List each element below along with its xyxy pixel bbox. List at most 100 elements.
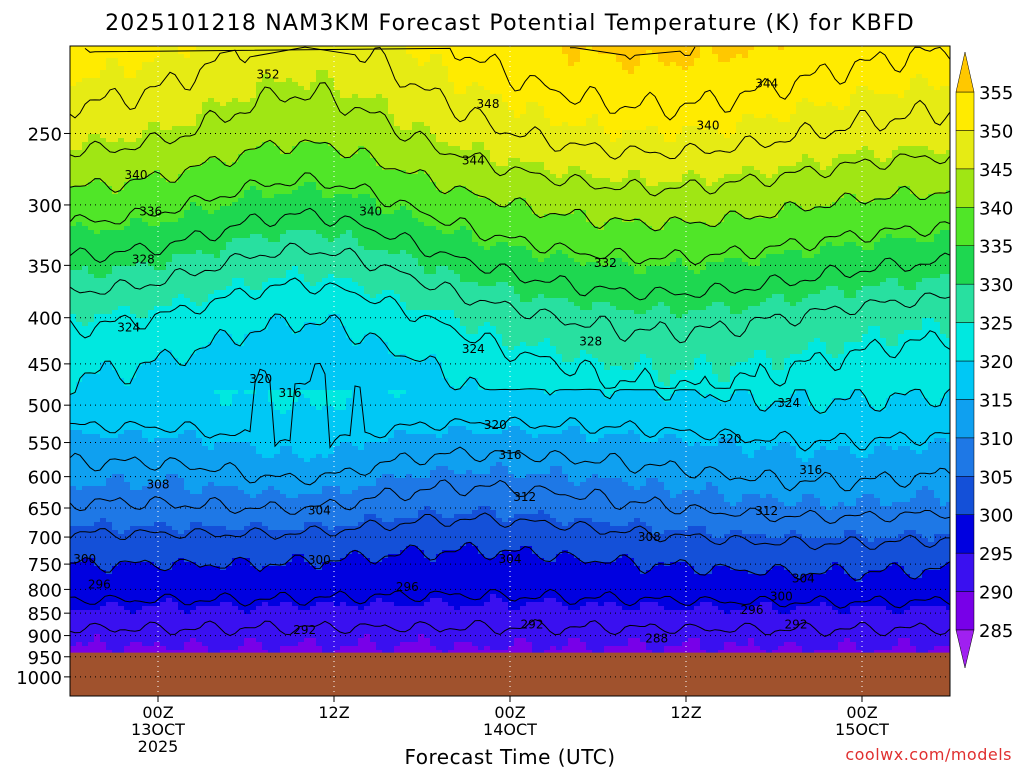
contour-label: 288 bbox=[645, 632, 668, 646]
y-axis: 2503003504004505005506006507007508008509… bbox=[16, 124, 70, 689]
colorbar-segment bbox=[955, 514, 975, 554]
contour-label: 336 bbox=[139, 204, 162, 218]
colorbar-label: 330 bbox=[979, 275, 1013, 296]
contour-line-304 bbox=[70, 512, 950, 551]
contour-line-352 bbox=[84, 46, 950, 121]
contour-label: 300 bbox=[308, 553, 331, 567]
y-tick-label: 550 bbox=[28, 434, 62, 455]
y-tick-label: 250 bbox=[28, 124, 62, 145]
colorbar-label: 305 bbox=[979, 467, 1013, 488]
contour-label: 308 bbox=[638, 530, 661, 544]
contour-label: 340 bbox=[359, 204, 382, 218]
x-tick-label: 13OCT bbox=[131, 720, 185, 739]
colorbar-segment bbox=[955, 91, 975, 131]
colorbar-segment bbox=[955, 245, 975, 285]
contour-label: 304 bbox=[499, 552, 522, 566]
contour-line-300 bbox=[70, 541, 950, 581]
contour-line-292 bbox=[70, 619, 950, 637]
y-tick-label: 850 bbox=[28, 604, 62, 625]
colorbar-segment bbox=[955, 168, 975, 208]
y-tick-label: 900 bbox=[28, 627, 62, 648]
contour-label: 320 bbox=[249, 372, 272, 386]
contour-label: 304 bbox=[792, 571, 815, 585]
y-tick-label: 350 bbox=[28, 256, 62, 277]
contour-line-332 bbox=[70, 207, 950, 301]
contour-line-340 bbox=[70, 139, 950, 232]
contour-label: 296 bbox=[741, 603, 764, 617]
colorbar-label: 315 bbox=[979, 390, 1013, 411]
theta-field bbox=[70, 46, 950, 696]
y-tick-label: 600 bbox=[28, 468, 62, 489]
contour-label: 312 bbox=[513, 490, 536, 504]
contour-label: 340 bbox=[697, 119, 720, 133]
x-tick-label: 15OCT bbox=[835, 720, 889, 739]
contour-label: 292 bbox=[785, 618, 808, 632]
contour-label: 344 bbox=[755, 76, 778, 90]
x-tick-label: 00Z bbox=[494, 703, 525, 722]
contour-label: 324 bbox=[777, 396, 800, 410]
colorbar-label: 350 bbox=[979, 121, 1013, 142]
colorbar-segment bbox=[955, 322, 975, 362]
colorbar: 285 290 295 300 305 310 315 320 325 330 335 340 345 3… bbox=[955, 51, 1013, 669]
x-tick-label: 00Z bbox=[142, 703, 173, 722]
colorbar-label: 335 bbox=[979, 237, 1013, 258]
chart-title: 2025101218 NAM3KM Forecast Potential Tem… bbox=[105, 11, 915, 36]
y-tick-label: 700 bbox=[28, 528, 62, 549]
x-tick-label: 14OCT bbox=[483, 720, 537, 739]
contour-label: 312 bbox=[755, 504, 778, 518]
y-tick-label: 450 bbox=[28, 355, 62, 376]
y-tick-label: 800 bbox=[28, 580, 62, 601]
contour-line-312 bbox=[70, 446, 950, 492]
contour-label: 328 bbox=[579, 334, 602, 348]
colorbar-segment bbox=[955, 476, 975, 515]
colorbar-segment bbox=[955, 130, 975, 170]
y-tick-label: 650 bbox=[28, 499, 62, 520]
contour-label: 308 bbox=[147, 477, 170, 491]
contour-label: 320 bbox=[719, 432, 742, 446]
colorbar-segment bbox=[955, 360, 975, 400]
contour-label: 324 bbox=[462, 342, 485, 356]
colorbar-label: 345 bbox=[979, 160, 1013, 181]
contour-label: 352 bbox=[257, 67, 280, 81]
x-tick-label: 12Z bbox=[670, 703, 701, 722]
contour-label: 348 bbox=[477, 97, 500, 111]
theta-contours bbox=[70, 46, 950, 637]
contour-line-336 bbox=[70, 172, 950, 266]
y-tick-label: 500 bbox=[28, 396, 62, 417]
contour-label: 316 bbox=[499, 448, 522, 462]
contour-label: 300 bbox=[73, 552, 96, 566]
contour-label: 344 bbox=[462, 154, 485, 168]
contour-label: 296 bbox=[88, 577, 111, 591]
contour-label: 316 bbox=[799, 463, 822, 477]
contour-label: 340 bbox=[125, 168, 148, 182]
ground-area bbox=[70, 652, 950, 696]
x-tick-label: 12Z bbox=[318, 703, 349, 722]
contour-label: 328 bbox=[132, 253, 155, 267]
x-axis-label: Forecast Time (UTC) bbox=[404, 745, 615, 768]
y-tick-label: 1000 bbox=[16, 668, 62, 689]
y-tick-label: 750 bbox=[28, 555, 62, 576]
contour-label: 300 bbox=[770, 590, 793, 604]
colorbar-label: 325 bbox=[979, 314, 1013, 335]
contour-label: 320 bbox=[484, 418, 507, 432]
contour-labels: 352 348 344 340 344 340 336 340 328 332 324 328 324 3… bbox=[73, 67, 822, 645]
contour-label: 332 bbox=[594, 256, 617, 270]
contour-line-296 bbox=[70, 588, 950, 609]
colorbar-segment bbox=[955, 552, 975, 592]
colorbar-min-arrow bbox=[955, 629, 975, 669]
colorbar-segment bbox=[955, 207, 975, 246]
colorbar-segment bbox=[955, 437, 975, 477]
y-tick-label: 300 bbox=[28, 196, 62, 217]
contour-label: 316 bbox=[279, 386, 302, 400]
contour-line-324 bbox=[70, 277, 950, 390]
colorbar-label: 285 bbox=[979, 621, 1013, 642]
credit-text: coolwx.com/models bbox=[845, 745, 1012, 764]
contour-line-348 bbox=[70, 46, 950, 160]
contour-label: 292 bbox=[293, 623, 316, 637]
contour-line-328 bbox=[70, 242, 950, 344]
colorbar-segment bbox=[955, 591, 975, 631]
contour-label: 324 bbox=[117, 320, 140, 334]
colorbar-max-arrow bbox=[955, 51, 975, 93]
